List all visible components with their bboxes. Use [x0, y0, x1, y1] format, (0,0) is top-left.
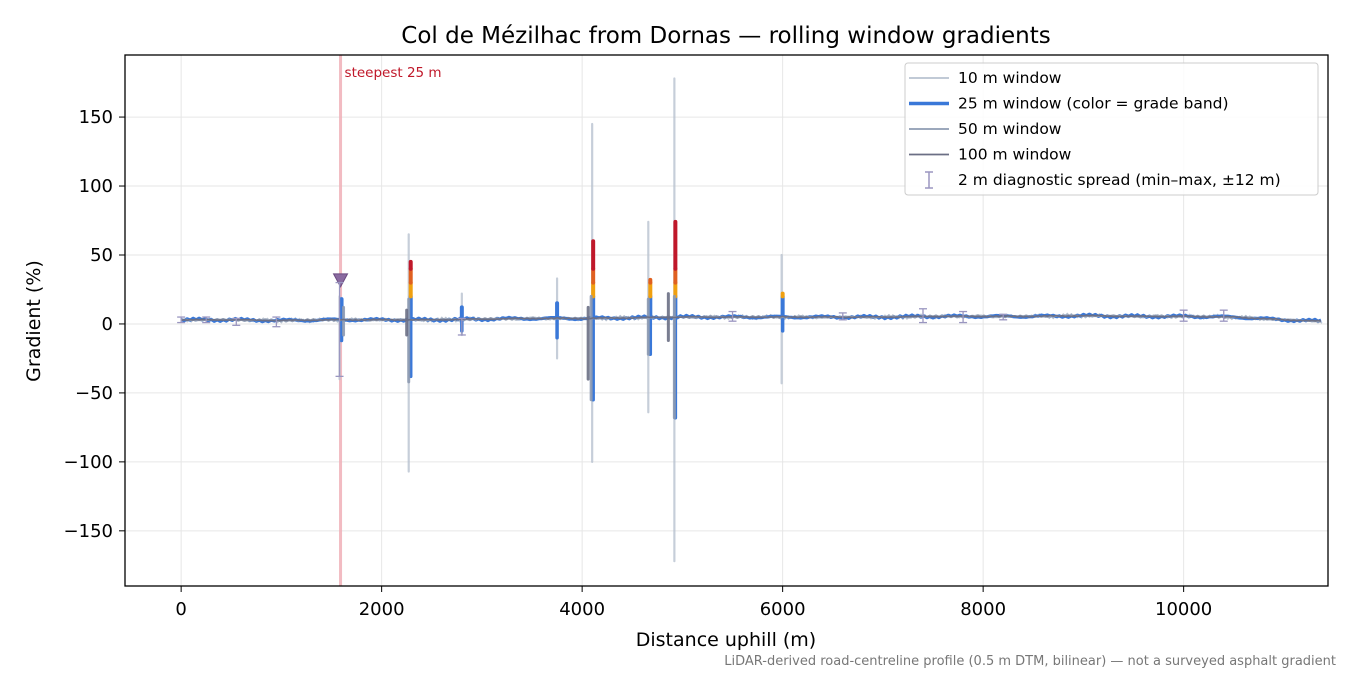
- y-tick-label: 0: [102, 314, 113, 335]
- x-tick-label: 8000: [960, 599, 1006, 620]
- x-tick-label: 0: [175, 599, 186, 620]
- y-tick-label: −150: [64, 521, 113, 542]
- x-tick-label: 6000: [760, 599, 806, 620]
- y-tick-label: −50: [75, 383, 113, 404]
- x-tick-label: 10000: [1155, 599, 1212, 620]
- legend-label: 2 m diagnostic spread (min–max, ±12 m): [958, 171, 1281, 189]
- y-tick-label: 100: [79, 176, 113, 197]
- series-3: [180, 292, 1322, 381]
- y-tick-label: −100: [64, 452, 113, 473]
- chart-title: Col de Mézilhac from Dornas — rolling wi…: [401, 23, 1050, 49]
- legend-label: 50 m window: [958, 120, 1062, 138]
- legend-entry: 10 m window: [909, 69, 1062, 87]
- x-tick-label: 4000: [559, 599, 605, 620]
- legend-entry: 2 m diagnostic spread (min–max, ±12 m): [925, 171, 1281, 189]
- legend-label: 25 m window (color = grade band): [958, 95, 1229, 113]
- axes: 0 2000 4000 6000 8000 10000 −150 −100 −50 0 50 100 1…: [64, 54, 1329, 620]
- y-tick-label: 50: [90, 245, 113, 266]
- y-axis-label: Gradient (%): [23, 260, 45, 382]
- steepest-marker-triangle: [332, 273, 349, 288]
- steepest-label: steepest 25 m: [345, 65, 442, 81]
- legend: 10 m window 25 m window (color = grade ba…: [904, 62, 1319, 196]
- footnote: LiDAR-derived road-centreline profile (0…: [724, 654, 1336, 669]
- legend-label: 100 m window: [958, 146, 1072, 164]
- legend-entry: 50 m window: [909, 120, 1062, 138]
- x-axis-label: Distance uphill (m): [636, 629, 816, 651]
- series-line: [180, 314, 1322, 322]
- series-layer: [177, 77, 1323, 563]
- legend-entry: 100 m window: [909, 146, 1072, 164]
- legend-label: 10 m window: [958, 69, 1062, 87]
- legend-box: [904, 62, 1319, 196]
- x-tick-label: 2000: [359, 599, 405, 620]
- plot-frame: [124, 54, 1329, 587]
- diagnostic-spread: [177, 281, 1228, 378]
- y-tick-label: 150: [79, 107, 113, 128]
- legend-entry: 25 m window (color = grade band): [909, 95, 1229, 113]
